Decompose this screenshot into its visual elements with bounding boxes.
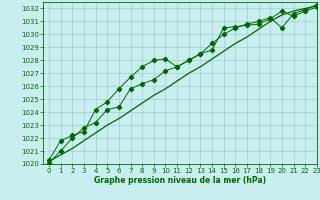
X-axis label: Graphe pression niveau de la mer (hPa): Graphe pression niveau de la mer (hPa) xyxy=(94,176,266,185)
